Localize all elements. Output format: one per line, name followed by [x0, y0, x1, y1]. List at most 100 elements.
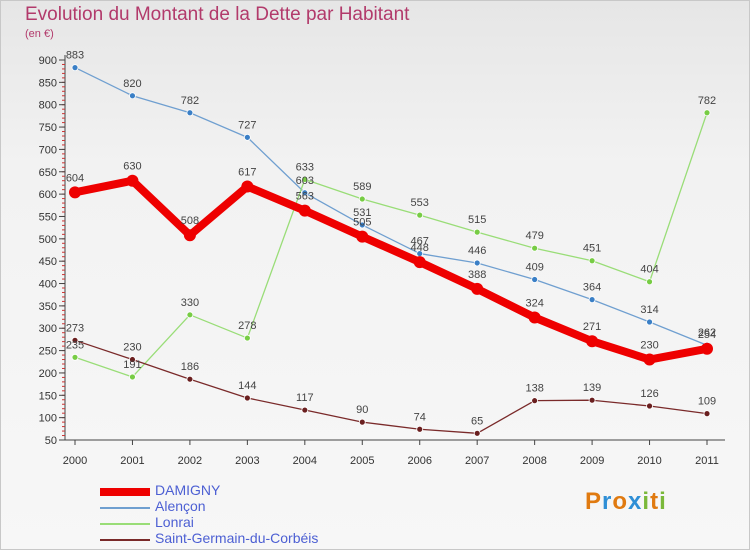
series-line [71, 176, 711, 364]
data-point [473, 259, 481, 267]
data-label: 467 [411, 236, 429, 248]
chart-axes: 50 100 150 200 250 300 350 400 450 500 550 600 650 70… [39, 55, 725, 467]
data-label: 448 [411, 242, 429, 254]
series-line [74, 66, 708, 346]
chart-series [69, 64, 713, 437]
logo-letter: i [659, 488, 667, 515]
y-tick-label: 500 [39, 234, 57, 246]
data-point [643, 353, 656, 366]
data-point [358, 221, 366, 229]
data-point [126, 174, 139, 187]
data-point [301, 175, 309, 183]
data-label: 186 [181, 361, 199, 373]
data-point [531, 397, 539, 405]
y-tick-label: 900 [39, 55, 57, 67]
data-label: 515 [468, 214, 486, 226]
legend-swatch [100, 523, 150, 525]
chart-data-labels: 883 820 782 727 603 531 467 446 409 364 314 262 235 1… [66, 50, 716, 428]
data-point [473, 429, 481, 437]
y-tick-label: 650 [39, 167, 57, 179]
data-label: 273 [66, 322, 84, 334]
data-label: 139 [583, 382, 601, 394]
data-label: 191 [123, 359, 141, 371]
data-point [646, 318, 653, 326]
data-label: 262 [698, 327, 716, 339]
data-point [646, 402, 653, 410]
y-tick-label: 700 [39, 144, 57, 156]
data-point [471, 282, 484, 295]
data-point [588, 296, 596, 304]
data-point [71, 353, 79, 361]
x-tick-label: 2000 [63, 455, 87, 467]
x-tick-label: 2011 [695, 455, 719, 467]
data-point [703, 109, 711, 117]
data-label: 230 [123, 342, 141, 354]
x-tick-label: 2003 [235, 455, 259, 467]
legend-label: Alençon [155, 498, 206, 514]
x-tick-label: 2008 [522, 455, 546, 467]
legend-label: Lonrai [155, 514, 194, 530]
data-point [129, 356, 136, 363]
data-point [358, 418, 366, 426]
legend-swatch [100, 507, 150, 509]
y-tick-label: 250 [39, 346, 57, 358]
data-label: 388 [468, 269, 486, 281]
data-point [528, 311, 541, 324]
y-tick-label: 50 [45, 435, 57, 447]
data-label: 90 [356, 404, 368, 416]
data-point [413, 256, 426, 269]
x-tick-label: 2009 [580, 455, 604, 467]
data-point [356, 230, 369, 243]
data-point [416, 425, 424, 433]
x-tick-label: 2005 [350, 455, 374, 467]
chart-title: Evolution du Montant de la Dette par Hab… [25, 4, 410, 25]
data-label: 820 [123, 78, 141, 90]
legend-label: DAMIGNY [155, 482, 221, 498]
data-point [129, 373, 136, 381]
x-tick-label: 2001 [120, 455, 144, 467]
x-tick-label: 2007 [465, 455, 489, 467]
data-label: 782 [181, 95, 199, 107]
data-point [703, 410, 711, 418]
y-tick-label: 800 [39, 100, 57, 112]
logo-letter: o [612, 488, 629, 515]
logo-letter: x [628, 488, 643, 515]
data-point [586, 335, 599, 348]
data-point [588, 396, 596, 404]
data-point [71, 64, 79, 71]
y-tick-label: 850 [39, 77, 57, 89]
data-label: 782 [698, 95, 716, 107]
data-label: 883 [66, 50, 84, 62]
data-label: 505 [353, 217, 371, 229]
data-label: 451 [583, 243, 601, 255]
logo-letter: i [642, 488, 651, 515]
data-label: 479 [525, 230, 543, 242]
data-point [186, 311, 194, 319]
data-label: 117 [296, 392, 314, 404]
data-label: 531 [353, 207, 371, 219]
legend-swatch [100, 488, 150, 496]
logo-letter: P [585, 488, 603, 515]
data-label: 630 [123, 161, 141, 173]
data-point [243, 133, 251, 141]
data-point [301, 189, 309, 197]
data-label: 230 [640, 340, 658, 352]
data-point [243, 394, 251, 402]
data-label: 278 [238, 320, 256, 332]
y-tick-label: 200 [39, 368, 57, 380]
data-label: 235 [66, 339, 84, 351]
data-label: 314 [640, 304, 658, 316]
data-point [588, 257, 596, 265]
data-label: 144 [238, 380, 256, 392]
data-label: 364 [583, 282, 601, 294]
y-unit-label: (en €) [25, 28, 54, 40]
y-tick-label: 750 [39, 122, 57, 134]
logo-letter: r [602, 488, 613, 515]
data-label: 138 [525, 383, 543, 395]
data-point [69, 186, 81, 199]
x-tick-label: 2002 [178, 455, 202, 467]
data-label: 603 [296, 175, 314, 187]
data-label: 617 [238, 167, 256, 179]
data-point [358, 195, 366, 203]
data-label: 604 [66, 172, 84, 184]
